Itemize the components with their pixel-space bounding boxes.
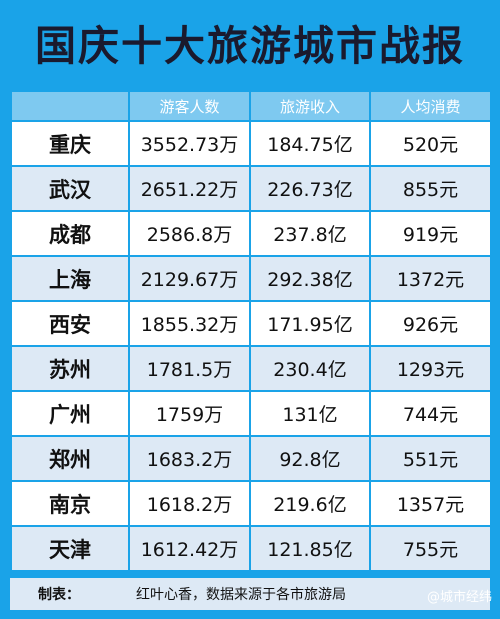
page-title: 国庆十大旅游城市战报 bbox=[35, 22, 465, 70]
header-corner bbox=[10, 90, 130, 122]
table-row: 郑州 1683.2万 92.8亿 551元 bbox=[10, 435, 492, 482]
city-cell: 南京 bbox=[10, 480, 130, 527]
per-capita-cell: 1357元 bbox=[369, 480, 492, 527]
table-row: 天津 1612.42万 121.85亿 755元 bbox=[10, 525, 492, 572]
visitors-cell: 1683.2万 bbox=[128, 435, 251, 482]
header-visitors: 游客人数 bbox=[128, 90, 251, 122]
revenue-cell: 92.8亿 bbox=[249, 435, 371, 482]
visitors-cell: 1855.32万 bbox=[128, 300, 251, 347]
revenue-cell: 121.85亿 bbox=[249, 525, 371, 572]
city-cell: 上海 bbox=[10, 255, 130, 302]
city-cell: 武汉 bbox=[10, 165, 130, 212]
table-row: 重庆 3552.73万 184.75亿 520元 bbox=[10, 120, 492, 167]
watermark: @城市经纬 bbox=[427, 586, 492, 605]
revenue-cell: 226.73亿 bbox=[249, 165, 371, 212]
city-cell: 郑州 bbox=[10, 435, 130, 482]
header-per-capita: 人均消费 bbox=[369, 90, 492, 122]
revenue-cell: 219.6亿 bbox=[249, 480, 371, 527]
city-cell: 苏州 bbox=[10, 345, 130, 392]
per-capita-cell: 520元 bbox=[369, 120, 492, 167]
watermark-text: @城市经纬 bbox=[426, 590, 492, 605]
visitors-cell: 3552.73万 bbox=[128, 120, 251, 167]
table-row: 西安 1855.32万 171.95亿 926元 bbox=[10, 300, 492, 347]
table-row: 上海 2129.67万 292.38亿 1372元 bbox=[10, 255, 492, 302]
visitors-cell: 1618.2万 bbox=[128, 480, 251, 527]
per-capita-cell: 1293元 bbox=[369, 345, 492, 392]
city-cell: 天津 bbox=[10, 525, 130, 572]
stats-table: 游客人数 旅游收入 人均消费 重庆 3552.73万 184.75亿 520元 武汉 26… bbox=[10, 90, 492, 572]
visitors-cell: 1612.42万 bbox=[128, 525, 251, 572]
city-cell: 重庆 bbox=[10, 120, 130, 167]
per-capita-cell: 1372元 bbox=[369, 255, 492, 302]
table-row: 成都 2586.8万 237.8亿 919元 bbox=[10, 210, 492, 257]
visitors-cell: 1759万 bbox=[128, 390, 251, 437]
per-capita-cell: 755元 bbox=[369, 525, 492, 572]
footer-label: 制表： bbox=[38, 587, 80, 603]
visitors-cell: 2586.8万 bbox=[128, 210, 251, 257]
city-cell: 广州 bbox=[10, 390, 130, 437]
revenue-cell: 292.38亿 bbox=[249, 255, 371, 302]
per-capita-cell: 744元 bbox=[369, 390, 492, 437]
table-row: 苏州 1781.5万 230.4亿 1293元 bbox=[10, 345, 492, 392]
table-row: 南京 1618.2万 219.6亿 1357元 bbox=[10, 480, 492, 527]
visitors-cell: 2651.22万 bbox=[128, 165, 251, 212]
per-capita-cell: 919元 bbox=[369, 210, 492, 257]
table-body: 重庆 3552.73万 184.75亿 520元 武汉 2651.22万 226.73亿 85… bbox=[10, 120, 492, 572]
visitors-cell: 2129.67万 bbox=[128, 255, 251, 302]
header-revenue: 旅游收入 bbox=[249, 90, 371, 122]
city-cell: 西安 bbox=[10, 300, 130, 347]
per-capita-cell: 551元 bbox=[369, 435, 492, 482]
per-capita-cell: 855元 bbox=[369, 165, 492, 212]
table-header-row: 游客人数 旅游收入 人均消费 bbox=[10, 90, 492, 122]
footer: 制表： 红叶心香，数据来源于各市旅游局 bbox=[10, 578, 490, 610]
visitors-cell: 1781.5万 bbox=[128, 345, 251, 392]
revenue-cell: 230.4亿 bbox=[249, 345, 371, 392]
table-row: 武汉 2651.22万 226.73亿 855元 bbox=[10, 165, 492, 212]
table-row: 广州 1759万 131亿 744元 bbox=[10, 390, 492, 437]
footer-text: 红叶心香，数据来源于各市旅游局 bbox=[136, 587, 346, 603]
revenue-cell: 131亿 bbox=[249, 390, 371, 437]
city-cell: 成都 bbox=[10, 210, 130, 257]
revenue-cell: 184.75亿 bbox=[249, 120, 371, 167]
revenue-cell: 171.95亿 bbox=[249, 300, 371, 347]
per-capita-cell: 926元 bbox=[369, 300, 492, 347]
revenue-cell: 237.8亿 bbox=[249, 210, 371, 257]
